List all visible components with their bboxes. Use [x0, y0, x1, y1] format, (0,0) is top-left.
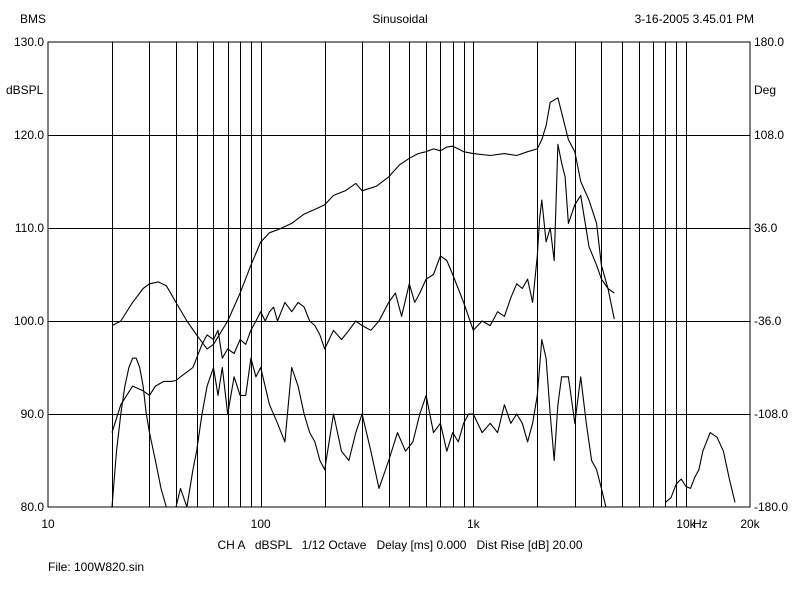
series-line-1 [111, 97, 615, 350]
y2-tick-label: -36.0 [754, 314, 782, 328]
y2-tick-label: -108.0 [754, 407, 788, 421]
file-name: File: 100W820.sin [48, 560, 145, 574]
y2-tick-label: 180.0 [754, 35, 784, 49]
y2-tick-label: -180.0 [754, 500, 788, 514]
y-tick-label: 80.0 [21, 500, 45, 514]
y-tick-label: 90.0 [21, 407, 45, 421]
y2-axis-label: Deg [754, 83, 776, 97]
y-tick-label: 110.0 [15, 221, 44, 235]
series-line-4 [665, 432, 736, 503]
y-tick-label: 120.0 [14, 128, 44, 142]
x-tick-label: 10k [676, 517, 696, 531]
timestamp: 3-16-2005 3.45.01 PM [634, 12, 754, 26]
grid-lines [48, 42, 750, 507]
x-tick-label: 10 [41, 517, 55, 531]
y-axis-label: dBSPL [6, 83, 44, 97]
x-unit-label: Hz [693, 517, 708, 531]
y2-tick-label: 36.0 [754, 221, 778, 235]
tick-labels: 80.0 90.0 100.0 110.0 120.0 130.0 -180.0 -108.0… [14, 35, 788, 531]
x-tick-label: 20k [740, 517, 760, 531]
measurement-settings: CH A dBSPL 1/12 Octave Delay [ms] 0.000 … [217, 538, 583, 552]
y-tick-label: 130.0 [14, 35, 44, 49]
chart-title: Sinusoidal [372, 12, 428, 26]
x-tick-label: 100 [251, 517, 271, 531]
series-line-2 [111, 143, 615, 433]
plot-frame [47, 41, 751, 508]
y-tick-label: 100.0 [14, 314, 44, 328]
header-left: BMS [20, 12, 47, 26]
x-tick-label: 1k [467, 517, 481, 531]
y2-tick-label: 108.0 [754, 128, 784, 142]
